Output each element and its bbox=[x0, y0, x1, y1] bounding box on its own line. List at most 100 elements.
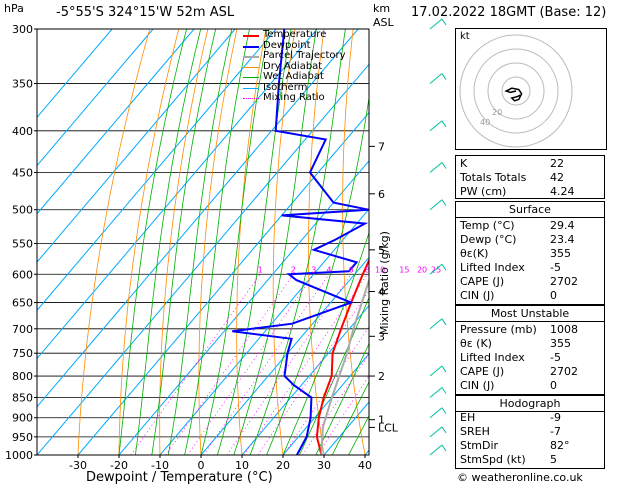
wind-barb bbox=[429, 426, 443, 438]
dry-adiabat-line bbox=[308, 29, 325, 455]
pressure-tick-label: 850 bbox=[12, 391, 33, 404]
mu-row-label: Lifted Index bbox=[460, 351, 525, 364]
dry-adiabat-line bbox=[77, 29, 151, 455]
wind-barb-flag bbox=[441, 407, 447, 414]
legend-item-isotherm: Isotherm bbox=[243, 82, 346, 94]
temperature-tick-label: 30 bbox=[317, 459, 331, 472]
temperature-tick-label: -10 bbox=[151, 459, 169, 472]
pressure-tick-label: 350 bbox=[12, 78, 33, 91]
surface-row-value: 0 bbox=[550, 289, 557, 302]
wind-barb-flag bbox=[441, 199, 447, 207]
temperature-tick-label: 10 bbox=[235, 459, 249, 472]
legend-item-wet-adiabat: Wet Adiabat bbox=[243, 71, 346, 83]
surface-title: Surface bbox=[509, 203, 551, 216]
wind-barb bbox=[429, 387, 443, 398]
hodograph-stats-title: Hodograph bbox=[499, 397, 561, 410]
wind-barb-flag bbox=[441, 162, 447, 169]
legend-item-temperature: Temperature bbox=[243, 29, 346, 41]
wind-barb-flag bbox=[441, 73, 447, 80]
wind-barb bbox=[429, 18, 443, 30]
surface-row-label: CIN (J) bbox=[460, 289, 495, 302]
isotherm-line bbox=[37, 29, 113, 119]
mu-row-label: CIN (J) bbox=[460, 379, 495, 392]
x-axis-label: Dewpoint / Temperature (°C) bbox=[86, 470, 273, 485]
pressure-tick-label: 750 bbox=[12, 347, 33, 360]
hodograph-ring bbox=[459, 34, 573, 148]
wind-barb-flag bbox=[441, 18, 447, 26]
dry-adiabat-line bbox=[118, 29, 180, 455]
hodograph-panel: 20 40 kt bbox=[455, 28, 607, 150]
series-line-dewpoint bbox=[232, 29, 369, 455]
mixing-ratio-label: 15 bbox=[399, 265, 409, 274]
km-tick-label: 4 bbox=[378, 286, 385, 299]
mixing-ratio-line bbox=[316, 375, 369, 455]
k-index-label: K bbox=[460, 157, 468, 170]
mixing-ratio-label: 10 bbox=[375, 265, 385, 274]
hodo-row-label: EH bbox=[460, 411, 476, 424]
wet-adiabat-line bbox=[151, 29, 217, 455]
pw-label: PW (cm) bbox=[460, 185, 507, 198]
temperature-tick-label: -20 bbox=[110, 459, 128, 472]
isotherm-line bbox=[37, 29, 359, 408]
surface-row-value: 355 bbox=[550, 247, 571, 260]
wet-adiabat-line bbox=[200, 29, 270, 455]
wet-adiabat-line bbox=[217, 29, 292, 455]
hodo-row-value: 5 bbox=[550, 453, 557, 466]
wind-barb bbox=[429, 444, 443, 456]
surface-row-label: Dewp (°C) bbox=[460, 233, 517, 246]
mixing-ratio-line bbox=[187, 274, 315, 455]
pressure-tick-label: 300 bbox=[12, 23, 33, 36]
pressure-tick-label: 600 bbox=[12, 268, 33, 281]
hodo-row-value: -7 bbox=[550, 425, 561, 438]
isotherm-line bbox=[282, 353, 369, 455]
stats-panel: K 22 Totals Totals 42 PW (cm) 4.24 bbox=[455, 155, 605, 199]
legend-item-mixing-ratio: Mixing Ratio bbox=[243, 92, 346, 104]
isotherm-line bbox=[37, 63, 369, 455]
mixing-ratio-line bbox=[203, 274, 330, 455]
wind-barb bbox=[429, 73, 443, 84]
wet-adiabat-line bbox=[282, 231, 369, 455]
mu-row-label: CAPE (J) bbox=[460, 365, 505, 378]
totals-totals-value: 42 bbox=[550, 171, 564, 184]
mixing-ratio-label: 4 bbox=[326, 265, 331, 274]
wet-adiabat-line bbox=[118, 29, 187, 455]
wet-adiabat-line bbox=[266, 95, 369, 455]
mixing-ratio-label: 8 bbox=[365, 265, 370, 274]
pressure-tick-label: 1000 bbox=[5, 449, 33, 462]
dry-adiabat-line bbox=[159, 29, 209, 455]
most-unstable-title: Most Unstable bbox=[490, 307, 570, 320]
mixing-ratio-label: 20 bbox=[417, 265, 427, 274]
surface-row-label: Temp (°C) bbox=[460, 219, 515, 232]
legend-item-parcel: Parcel Trajectory bbox=[243, 50, 346, 62]
mixing-ratio-line bbox=[130, 274, 261, 455]
mixing-ratio-axis-text: Mixing Ratio (g/kg) bbox=[378, 231, 391, 335]
pressure-tick-label: 900 bbox=[12, 412, 33, 425]
hodograph-stats-panel: Hodograph EH -9 SREH -7 StmDir 82° StmSpd (… bbox=[455, 395, 605, 469]
isotherm-line bbox=[159, 208, 369, 455]
isotherm-line bbox=[37, 29, 277, 312]
asl-label: ASL bbox=[373, 16, 394, 29]
temperature-tick-label: 20 bbox=[276, 459, 290, 472]
hodograph-ring bbox=[501, 76, 531, 106]
hodo-row-label: StmSpd (kt) bbox=[460, 453, 526, 466]
legend-item-dewpoint: Dewpoint bbox=[243, 40, 346, 52]
wind-barb bbox=[429, 199, 443, 211]
dry-adiabat-line bbox=[198, 29, 238, 455]
surface-panel: Surface Temp (°C) 29.4 Dewp (°C) 23.4 θε(K… bbox=[455, 201, 605, 305]
wind-barb-flag bbox=[441, 365, 447, 373]
hodo-row-value: -9 bbox=[550, 411, 561, 424]
mu-row-value: 355 bbox=[550, 337, 571, 350]
mixing-ratio-label: 3 bbox=[311, 265, 316, 274]
mu-row-value: 2702 bbox=[550, 365, 578, 378]
temperature-tick-label: -30 bbox=[69, 459, 87, 472]
wind-barb bbox=[429, 162, 443, 173]
wind-barb-flag bbox=[441, 387, 447, 394]
wind-barb-flag bbox=[441, 426, 447, 434]
km-tick-label: 2 bbox=[378, 370, 385, 383]
hodo-row-label: SREH bbox=[460, 425, 490, 438]
mixing-ratio-line bbox=[165, 274, 294, 455]
km-tick-label: LCL bbox=[378, 421, 399, 434]
surface-row-label: θε(K) bbox=[460, 247, 489, 260]
